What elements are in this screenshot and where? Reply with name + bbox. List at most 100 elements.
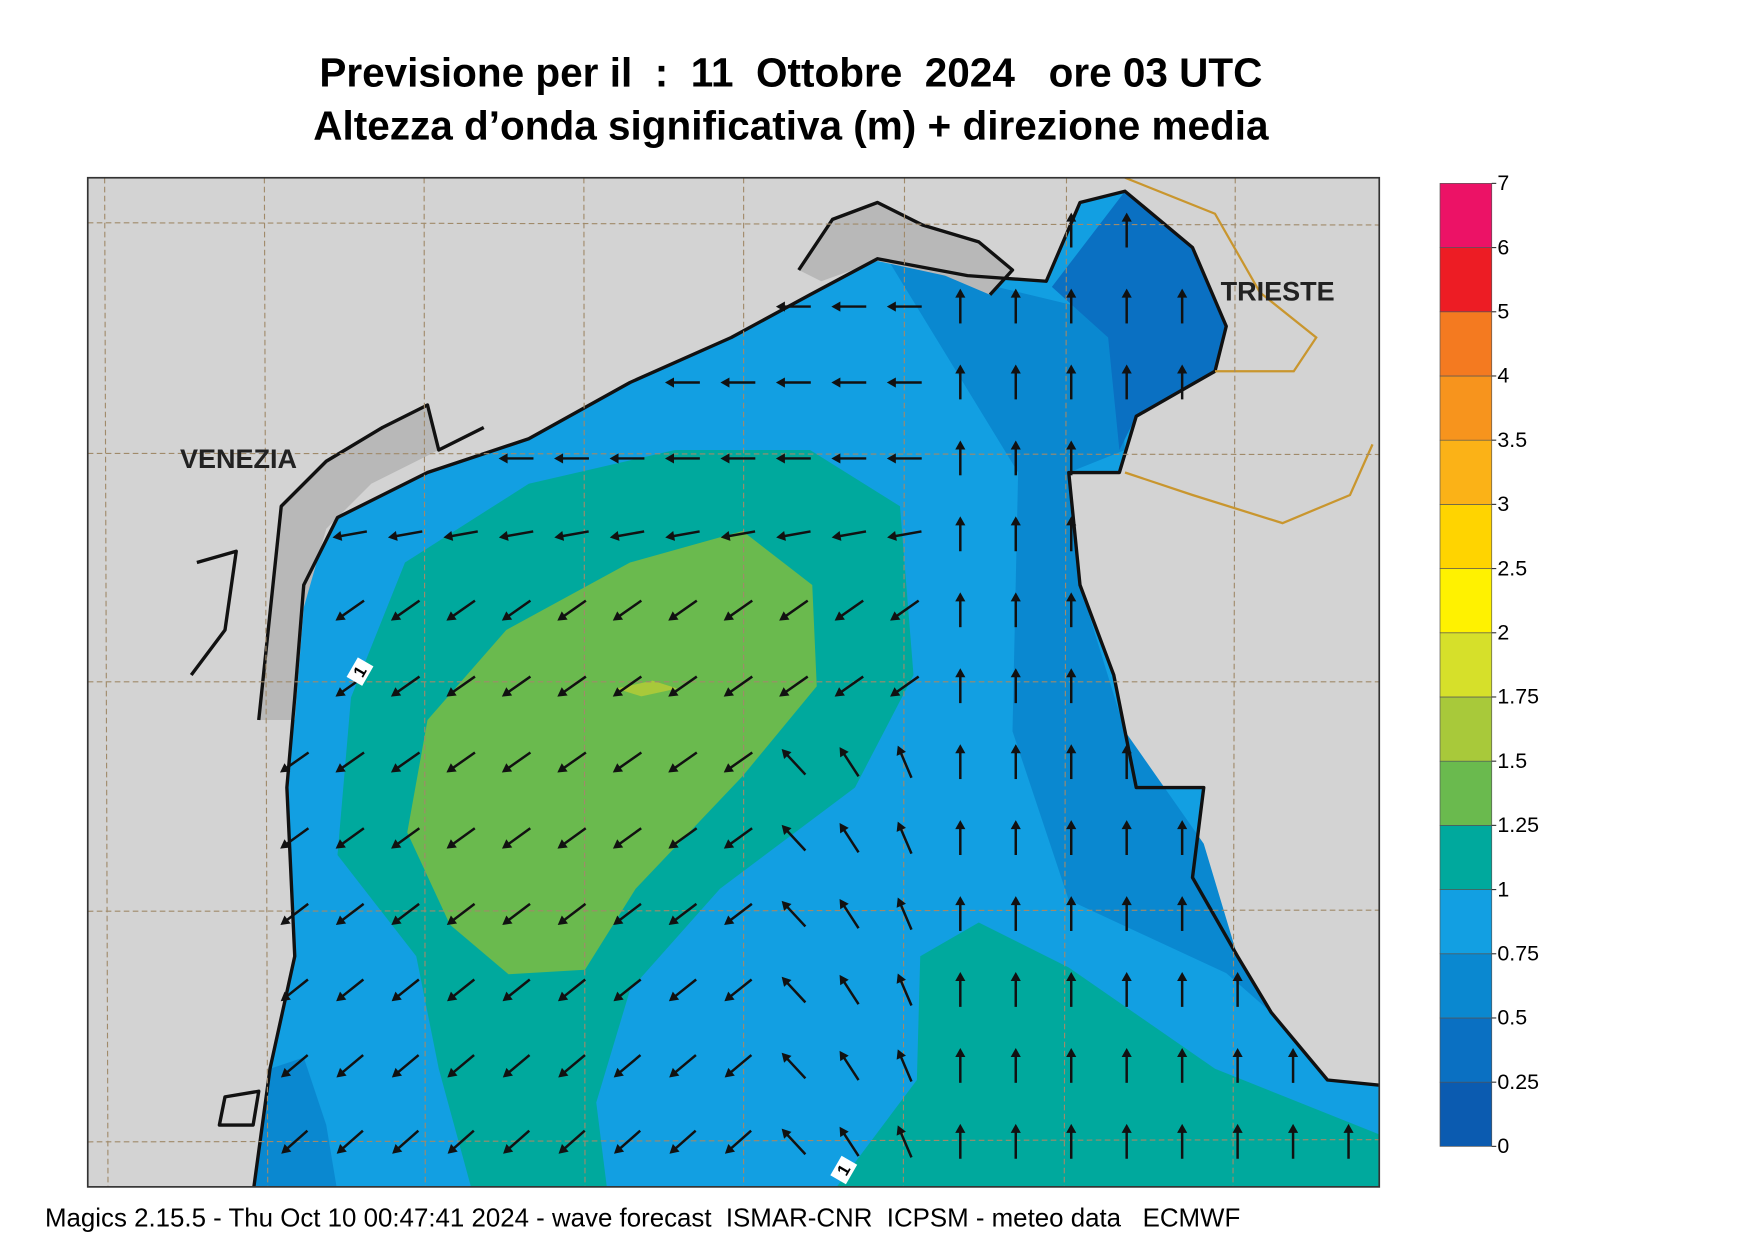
arrow — [612, 827, 642, 849]
arrow — [831, 530, 867, 541]
arrow-shaft — [504, 751, 532, 771]
arrow — [724, 978, 753, 1002]
arrow-shaft — [727, 978, 753, 1000]
arrow-head — [724, 915, 735, 925]
arrow-shaft — [393, 751, 421, 771]
arrow — [1288, 1123, 1299, 1159]
arrow-head — [781, 748, 792, 760]
arrow — [775, 453, 811, 464]
arrow — [1288, 1047, 1299, 1083]
arrow-shaft — [898, 749, 913, 779]
arrow — [502, 827, 531, 849]
arrow-head — [1232, 1123, 1243, 1133]
arrow-head — [723, 611, 734, 621]
arrow-shaft — [898, 825, 913, 855]
arrow-head — [1177, 288, 1188, 298]
arrow-head — [612, 687, 624, 697]
arrow — [1066, 212, 1077, 248]
arrow-head — [447, 1067, 458, 1078]
arrow-head — [668, 687, 679, 697]
arrow-shaft — [837, 599, 864, 620]
arrow-head — [443, 530, 454, 541]
arrow — [890, 675, 920, 697]
arrow-head — [664, 377, 674, 388]
arrow-head — [1010, 516, 1021, 526]
arrow-shaft — [783, 979, 807, 1004]
arrow-shaft — [339, 1129, 364, 1152]
arrow-shaft — [393, 599, 421, 620]
arrow — [557, 599, 587, 621]
arrow — [1010, 1123, 1021, 1159]
arrow-head — [1066, 288, 1077, 298]
arrow-head — [1177, 1123, 1188, 1133]
arrow — [609, 453, 645, 464]
arrow-shaft — [671, 675, 698, 696]
arrow-head — [390, 611, 402, 621]
arrow-head — [896, 897, 906, 908]
arrow-shaft — [505, 902, 531, 924]
arrow — [336, 1129, 364, 1154]
arrow-head — [1121, 744, 1132, 754]
arrow — [1066, 1123, 1077, 1159]
arrow-head — [1066, 212, 1077, 222]
footer: Magics 2.15.5 - Thu Oct 10 00:47:41 2024… — [45, 1204, 1240, 1232]
arrow — [280, 978, 309, 1002]
arrow-head — [554, 530, 565, 541]
arrow-shaft — [393, 675, 421, 696]
colorbar-segment — [1439, 1017, 1493, 1083]
arrow-head — [668, 763, 679, 773]
sea-region — [253, 1057, 337, 1187]
arrow-head — [1010, 364, 1021, 374]
arrow-shaft — [782, 675, 809, 696]
arrow — [1066, 668, 1077, 704]
arrow-shaft — [840, 1053, 860, 1081]
arrow — [896, 1049, 913, 1082]
arrow-head — [1121, 1047, 1132, 1057]
arrow-head — [335, 611, 346, 621]
arrow-head — [613, 991, 624, 1002]
arrow — [668, 978, 697, 1002]
arrow — [896, 1125, 913, 1158]
arrow-shaft — [504, 827, 531, 848]
arrow-head — [896, 821, 906, 832]
colorbar-segment — [1439, 504, 1493, 569]
arrow-head — [332, 530, 343, 541]
arrow-head — [1288, 1047, 1299, 1057]
arrow — [955, 668, 966, 704]
colorbar-segment — [1439, 183, 1493, 248]
colorbar-segment — [1439, 889, 1493, 955]
arrow-shaft — [616, 902, 642, 924]
arrow — [1121, 364, 1132, 400]
arrow — [502, 1054, 531, 1078]
arrow — [390, 599, 421, 621]
colorbar-label: 2.5 — [1497, 556, 1527, 580]
arrow — [723, 751, 753, 773]
arrow-shaft — [392, 530, 423, 538]
colorbar-segment — [1439, 311, 1493, 377]
sea-region — [888, 261, 1272, 1013]
arrow — [720, 377, 756, 388]
arrow — [955, 592, 966, 628]
arrow-head — [1010, 288, 1021, 298]
colorbar-label: 0 — [1497, 1134, 1509, 1158]
arrow-head — [447, 991, 458, 1002]
arrow — [498, 530, 534, 541]
arrow-shaft — [449, 599, 476, 620]
arrow — [955, 364, 966, 400]
arrow-head — [781, 976, 792, 987]
arrow — [446, 751, 476, 773]
arrow-head — [955, 1123, 966, 1133]
arrow-head — [834, 611, 845, 621]
arrow — [723, 827, 753, 849]
arrow — [1010, 744, 1021, 780]
arrow-head — [280, 763, 291, 773]
arrow-shaft — [394, 827, 421, 848]
arrow — [839, 974, 860, 1005]
arrow-head — [781, 900, 792, 911]
arrow — [443, 530, 478, 541]
arrow — [955, 744, 966, 780]
arrow-shaft — [615, 599, 643, 620]
arrow-head — [890, 687, 901, 697]
arrow-shaft — [560, 978, 587, 1000]
arrow-head — [775, 377, 785, 388]
